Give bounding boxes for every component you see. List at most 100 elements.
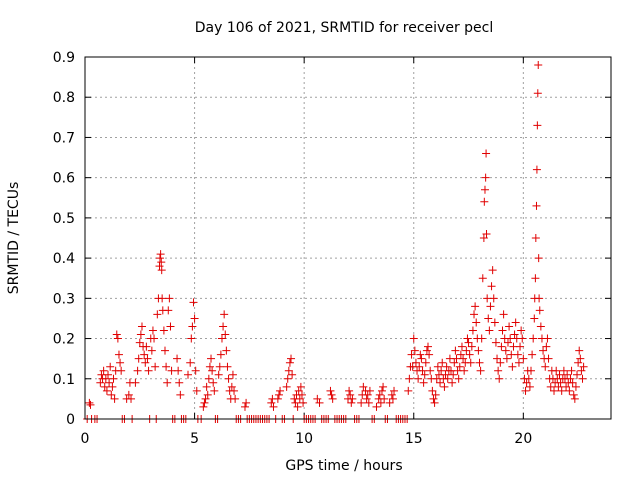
data-point xyxy=(184,370,193,379)
data-point xyxy=(420,370,429,379)
x-tick-label: 5 xyxy=(190,431,199,447)
data-point xyxy=(192,386,201,395)
data-point xyxy=(155,254,164,263)
data-point xyxy=(274,390,283,399)
data-point xyxy=(497,342,506,351)
data-point xyxy=(219,322,228,331)
data-point xyxy=(124,390,133,399)
data-point xyxy=(163,378,172,387)
data-point xyxy=(133,366,142,375)
data-point xyxy=(299,398,308,407)
data-point xyxy=(478,274,487,283)
x-tick-label: 10 xyxy=(295,431,313,447)
data-point xyxy=(190,314,199,323)
data-point xyxy=(521,386,530,395)
data-point xyxy=(151,362,160,371)
data-point xyxy=(418,366,427,375)
data-point xyxy=(482,149,491,158)
data-point xyxy=(276,386,285,395)
data-point xyxy=(230,386,239,395)
data-point xyxy=(465,350,474,359)
data-point xyxy=(511,318,520,327)
y-tick-label: 0.4 xyxy=(53,251,75,267)
data-point xyxy=(433,362,442,371)
data-point xyxy=(541,362,550,371)
data-point xyxy=(240,402,249,411)
data-point xyxy=(293,402,302,411)
data-point xyxy=(480,185,489,194)
data-point xyxy=(165,294,174,303)
data-point xyxy=(215,362,224,371)
data-point xyxy=(524,374,533,383)
data-point xyxy=(451,346,460,355)
data-point xyxy=(529,334,538,343)
y-tick-label: 0.2 xyxy=(53,332,75,348)
data-point xyxy=(472,318,481,327)
data-point xyxy=(493,354,502,363)
y-axis-label: SRMTID / TECUs xyxy=(6,182,22,295)
data-point xyxy=(490,318,499,327)
data-point xyxy=(217,334,226,343)
data-point xyxy=(517,326,526,335)
data-point xyxy=(565,386,574,395)
data-point xyxy=(552,366,561,375)
data-point xyxy=(142,342,151,351)
data-point xyxy=(101,374,110,383)
data-point xyxy=(503,338,512,347)
data-point xyxy=(475,358,484,367)
data-point xyxy=(159,326,168,335)
data-point xyxy=(578,374,587,383)
data-point xyxy=(377,386,386,395)
data-point xyxy=(346,390,355,399)
data-point xyxy=(174,366,183,375)
data-point xyxy=(460,366,469,375)
data-point xyxy=(189,298,198,307)
data-point xyxy=(496,358,505,367)
data-point xyxy=(153,310,162,319)
data-point xyxy=(498,326,507,335)
data-point xyxy=(463,334,472,343)
data-point xyxy=(431,390,440,399)
data-point xyxy=(209,378,218,387)
data-point xyxy=(471,302,480,311)
data-point xyxy=(296,382,305,391)
data-point xyxy=(501,346,510,355)
data-point xyxy=(372,402,381,411)
data-point xyxy=(417,354,426,363)
data-point xyxy=(539,346,548,355)
data-point xyxy=(214,370,223,379)
data-point xyxy=(531,234,540,242)
data-point xyxy=(96,378,105,387)
data-point xyxy=(205,362,214,371)
data-point xyxy=(160,346,169,355)
data-point xyxy=(486,302,495,311)
data-point xyxy=(385,398,394,407)
data-point xyxy=(100,382,109,391)
data-point xyxy=(228,370,237,379)
data-point xyxy=(326,386,335,395)
data-point xyxy=(186,358,195,367)
data-point xyxy=(158,294,167,303)
data-point xyxy=(457,342,466,351)
data-point xyxy=(282,382,291,391)
data-point xyxy=(157,266,166,275)
data-point xyxy=(140,350,149,359)
data-point xyxy=(546,382,555,391)
data-point xyxy=(426,366,435,375)
data-point xyxy=(147,346,156,355)
data-point xyxy=(362,394,371,403)
data-point xyxy=(466,358,475,367)
data-point xyxy=(532,201,541,210)
data-point xyxy=(571,382,580,391)
data-point xyxy=(505,322,514,331)
data-point xyxy=(576,354,585,363)
data-point xyxy=(563,370,572,379)
data-point xyxy=(134,354,143,363)
data-point xyxy=(269,402,278,411)
data-point xyxy=(519,354,528,363)
data-point xyxy=(108,382,117,391)
data-point xyxy=(287,354,296,363)
data-point xyxy=(114,350,123,359)
data-point xyxy=(557,386,566,395)
data-point xyxy=(285,358,294,367)
